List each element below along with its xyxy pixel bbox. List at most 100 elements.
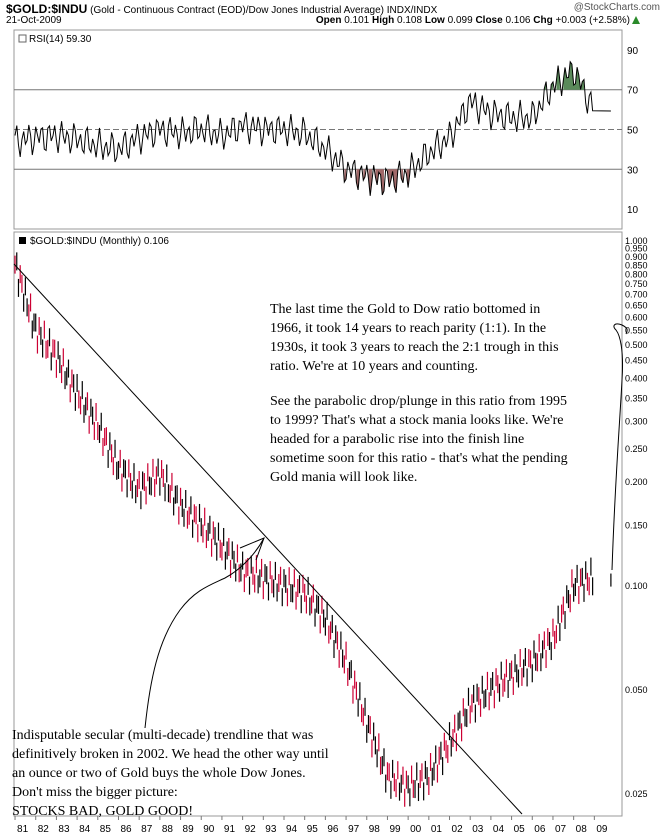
price-tick-label: 0.400 bbox=[625, 373, 648, 383]
main-legend: $GOLD:$INDU (Monthly) 0.106 bbox=[19, 236, 169, 247]
year-tick-label: 85 bbox=[100, 824, 112, 835]
year-tick-label: 92 bbox=[245, 824, 257, 835]
ohlc-readout: Open 0.101 High 0.108 Low 0.099 Close 0.… bbox=[316, 15, 630, 26]
price-tick-label: 0.450 bbox=[625, 356, 648, 366]
year-tick-label: 91 bbox=[224, 824, 236, 835]
rsi-tick-label: 70 bbox=[627, 86, 639, 97]
secular-trendline bbox=[13, 263, 523, 815]
price-tick-label: 0.900 bbox=[625, 252, 648, 262]
year-tick-label: 93 bbox=[265, 824, 277, 835]
year-tick-label: 99 bbox=[389, 824, 401, 835]
price-tick-label: 0.600 bbox=[625, 313, 648, 323]
rsi-oversold-area bbox=[368, 169, 372, 196]
main-panel bbox=[13, 231, 623, 817]
annotation-bottom: Indisputable secular (multi-decade) tren… bbox=[12, 726, 372, 821]
rsi-overbought-area bbox=[556, 65, 560, 90]
annotation-bottom-line-3: an ounce or two of Gold buys the whole D… bbox=[12, 766, 306, 781]
open-label: Open bbox=[315, 15, 342, 26]
annotation-bottom-line-2: definitively broken in 2002. We head the… bbox=[12, 747, 329, 762]
pointer-arrowhead-trendline bbox=[239, 537, 265, 561]
year-tick-label: 86 bbox=[120, 824, 132, 835]
year-tick-label: 09 bbox=[596, 824, 608, 835]
year-tick-label: 02 bbox=[452, 824, 464, 835]
year-tick-label: 95 bbox=[307, 824, 319, 835]
annotation-paragraph-2: See the parabolic drop/plunge in this ra… bbox=[270, 394, 568, 485]
year-tick-label: 83 bbox=[58, 824, 70, 835]
annotation-bottom-line-5: STOCKS BAD, GOLD GOOD! bbox=[12, 804, 193, 819]
annotation-paragraph-1: The last time the Gold to Dow ratio bott… bbox=[270, 302, 559, 374]
year-tick-label: 01 bbox=[431, 824, 443, 835]
rsi-tick-label: 10 bbox=[627, 205, 639, 216]
stockcharts-logo: @StockCharts.com bbox=[573, 2, 660, 13]
chg-value: +0.003 (+2.58%) bbox=[555, 15, 631, 26]
year-tick-label: 03 bbox=[472, 824, 484, 835]
up-arrow-icon bbox=[632, 16, 640, 24]
rsi-tick-label: 90 bbox=[627, 46, 639, 57]
year-tick-label: 08 bbox=[576, 824, 588, 835]
year-tick-label: 00 bbox=[410, 824, 422, 835]
price-tick-label: 0.150 bbox=[625, 520, 648, 530]
year-tick-label: 04 bbox=[493, 824, 505, 835]
open-value: 0.101 bbox=[344, 15, 370, 26]
annotation-bottom-line-1: Indisputable secular (multi-decade) tren… bbox=[12, 728, 314, 743]
price-tick-label: 0.250 bbox=[625, 444, 648, 454]
main-legend-swatch bbox=[19, 237, 26, 244]
rsi-overbought-area bbox=[551, 81, 553, 90]
rsi-line bbox=[14, 60, 611, 196]
year-tick-label: 06 bbox=[534, 824, 546, 835]
price-tick-label: 0.800 bbox=[625, 269, 648, 279]
year-tick-label: 98 bbox=[369, 824, 381, 835]
price-tick-label: 0.350 bbox=[625, 393, 648, 403]
high-label: High bbox=[372, 15, 395, 26]
price-tick-label: 0.025 bbox=[625, 789, 648, 799]
pointer-arrow-trendline bbox=[144, 537, 265, 729]
rsi-overbought-area bbox=[563, 61, 584, 90]
price-tick-label: 0.500 bbox=[625, 340, 648, 350]
year-tick-label: 88 bbox=[162, 824, 174, 835]
price-tick-label: 0.300 bbox=[625, 416, 648, 426]
close-value: 0.106 bbox=[505, 15, 531, 26]
low-label: Low bbox=[424, 15, 445, 26]
annotation-top: The last time the Gold to Dow ratio bott… bbox=[270, 300, 570, 503]
main-legend-text: $GOLD:$INDU (Monthly) 0.106 bbox=[30, 236, 169, 247]
year-tick-label: 89 bbox=[183, 824, 195, 835]
rsi-tick-label: 30 bbox=[627, 165, 639, 176]
price-tick-label: 0.650 bbox=[625, 301, 648, 311]
price-tick-label: 0.950 bbox=[625, 244, 648, 254]
high-value: 0.108 bbox=[397, 15, 423, 26]
price-tick-label: 0.750 bbox=[625, 279, 648, 289]
year-tick-label: 90 bbox=[203, 824, 215, 835]
year-tick-label: 96 bbox=[327, 824, 339, 835]
year-tick-label: 81 bbox=[17, 824, 29, 835]
rsi-oversold-area bbox=[401, 169, 403, 183]
rsi-oversold-area bbox=[406, 169, 410, 188]
rsi-legend-text: RSI(14) 59.30 bbox=[29, 34, 92, 45]
symbol-description: (Gold - Continuous Contract (EOD)/Dow Jo… bbox=[90, 5, 438, 16]
price-tick-label: 0.200 bbox=[625, 477, 648, 487]
rsi-legend-swatch bbox=[18, 34, 27, 43]
pointer-arrow-parabolic bbox=[611, 323, 628, 571]
annotation-bottom-line-4: Don't miss the bigger picture: bbox=[12, 785, 178, 800]
year-tick-label: 84 bbox=[79, 824, 91, 835]
chg-label: Chg bbox=[533, 15, 553, 26]
close-label: Close bbox=[475, 15, 503, 26]
price-tick-label: 0.050 bbox=[625, 685, 648, 695]
year-tick-label: 05 bbox=[514, 824, 526, 835]
rsi-legend: RSI(14) 59.30 bbox=[18, 34, 92, 45]
low-value: 0.099 bbox=[447, 15, 473, 26]
price-tick-label: 1.000 bbox=[625, 236, 648, 246]
price-tick-label: 0.850 bbox=[625, 260, 648, 270]
year-tick-label: 94 bbox=[286, 824, 298, 835]
rsi-tick-label: 50 bbox=[627, 126, 639, 137]
price-tick-label: 0.700 bbox=[625, 289, 648, 299]
price-tick-label: 0.100 bbox=[625, 581, 648, 591]
symbol-label: $GOLD:$INDU bbox=[6, 2, 88, 16]
price-tick-label: 0.550 bbox=[625, 326, 648, 336]
year-tick-label: 87 bbox=[141, 824, 153, 835]
year-tick-label: 97 bbox=[348, 824, 360, 835]
chart-title: $GOLD:$INDU (Gold - Continuous Contract … bbox=[6, 2, 437, 16]
year-tick-label: 82 bbox=[38, 824, 50, 835]
chart-date: 21-Oct-2009 bbox=[6, 15, 62, 26]
year-tick-label: 07 bbox=[555, 824, 567, 835]
